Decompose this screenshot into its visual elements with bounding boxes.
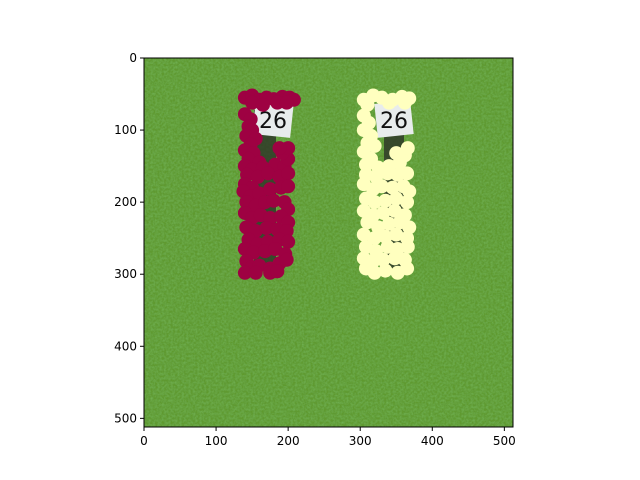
y-tick-label: 400 xyxy=(114,339,137,353)
x-tick-label: 0 xyxy=(140,434,148,448)
scatter-point xyxy=(281,234,296,249)
scatter-point xyxy=(266,193,281,208)
scatter-point xyxy=(279,95,294,110)
scatter-point xyxy=(374,179,389,194)
scatter-point xyxy=(259,221,274,236)
scatter-point xyxy=(397,95,412,110)
scatter-point xyxy=(255,97,270,112)
scatter-point xyxy=(248,265,263,280)
scatter-series-0 xyxy=(236,88,301,280)
scatter-series-layer xyxy=(236,88,417,280)
scatter-point xyxy=(378,263,393,278)
scatter-point xyxy=(376,252,391,267)
scatter-point xyxy=(400,166,415,181)
x-tick-label: 200 xyxy=(277,434,300,448)
scatter-point xyxy=(376,205,391,220)
scatter-point xyxy=(389,227,404,242)
y-tick-label: 500 xyxy=(114,411,137,425)
scatter-point xyxy=(382,95,397,110)
scatter-point xyxy=(400,261,415,276)
scatter-point xyxy=(402,184,417,199)
scatter-point xyxy=(281,166,296,181)
scatter-point xyxy=(367,265,382,280)
scatter-point xyxy=(360,215,375,230)
x-axis: 0 100 200 300 400 500 xyxy=(140,427,516,448)
scatter-point xyxy=(367,138,382,153)
x-tick-label: 400 xyxy=(421,434,444,448)
scatter-point xyxy=(367,231,382,246)
y-axis: 0 100 200 300 400 500 xyxy=(114,51,144,425)
y-tick-label: 200 xyxy=(114,195,137,209)
scatter-point xyxy=(367,195,382,210)
scatter-point xyxy=(281,179,296,194)
background-photo: 26 26 xyxy=(144,58,513,427)
scatter-point xyxy=(360,97,375,112)
y-tick-label: 0 xyxy=(129,51,137,65)
scatter-point xyxy=(270,264,285,279)
y-tick-label: 100 xyxy=(114,123,137,137)
scatter-point xyxy=(263,182,278,197)
marker-sign-right-number: 26 xyxy=(380,109,408,134)
marker-sign-left-number: 26 xyxy=(259,109,287,134)
axes-frame xyxy=(143,57,514,428)
scatter-point xyxy=(389,146,404,161)
scatter-point xyxy=(382,216,397,231)
x-tick-label: 300 xyxy=(349,434,372,448)
scatter-point xyxy=(260,166,275,181)
x-tick-label: 500 xyxy=(493,434,516,448)
scatter-point xyxy=(402,220,417,235)
x-tick-label: 100 xyxy=(205,434,228,448)
y-tick-label: 300 xyxy=(114,267,137,281)
scatter-point xyxy=(356,227,371,242)
scatter-point xyxy=(385,180,400,195)
scatter-point xyxy=(245,95,260,110)
marker-sign-right xyxy=(374,100,414,138)
scatter-series-1 xyxy=(356,88,417,280)
scatter-point xyxy=(389,191,404,206)
scatter-point xyxy=(400,141,415,156)
scatter-point xyxy=(400,239,415,254)
scatter-point xyxy=(279,252,294,267)
scatter-point xyxy=(358,157,373,172)
scatter-point xyxy=(272,141,287,156)
scatter-point xyxy=(400,195,415,210)
scatter-point xyxy=(378,193,393,208)
scatter-point xyxy=(237,265,252,280)
